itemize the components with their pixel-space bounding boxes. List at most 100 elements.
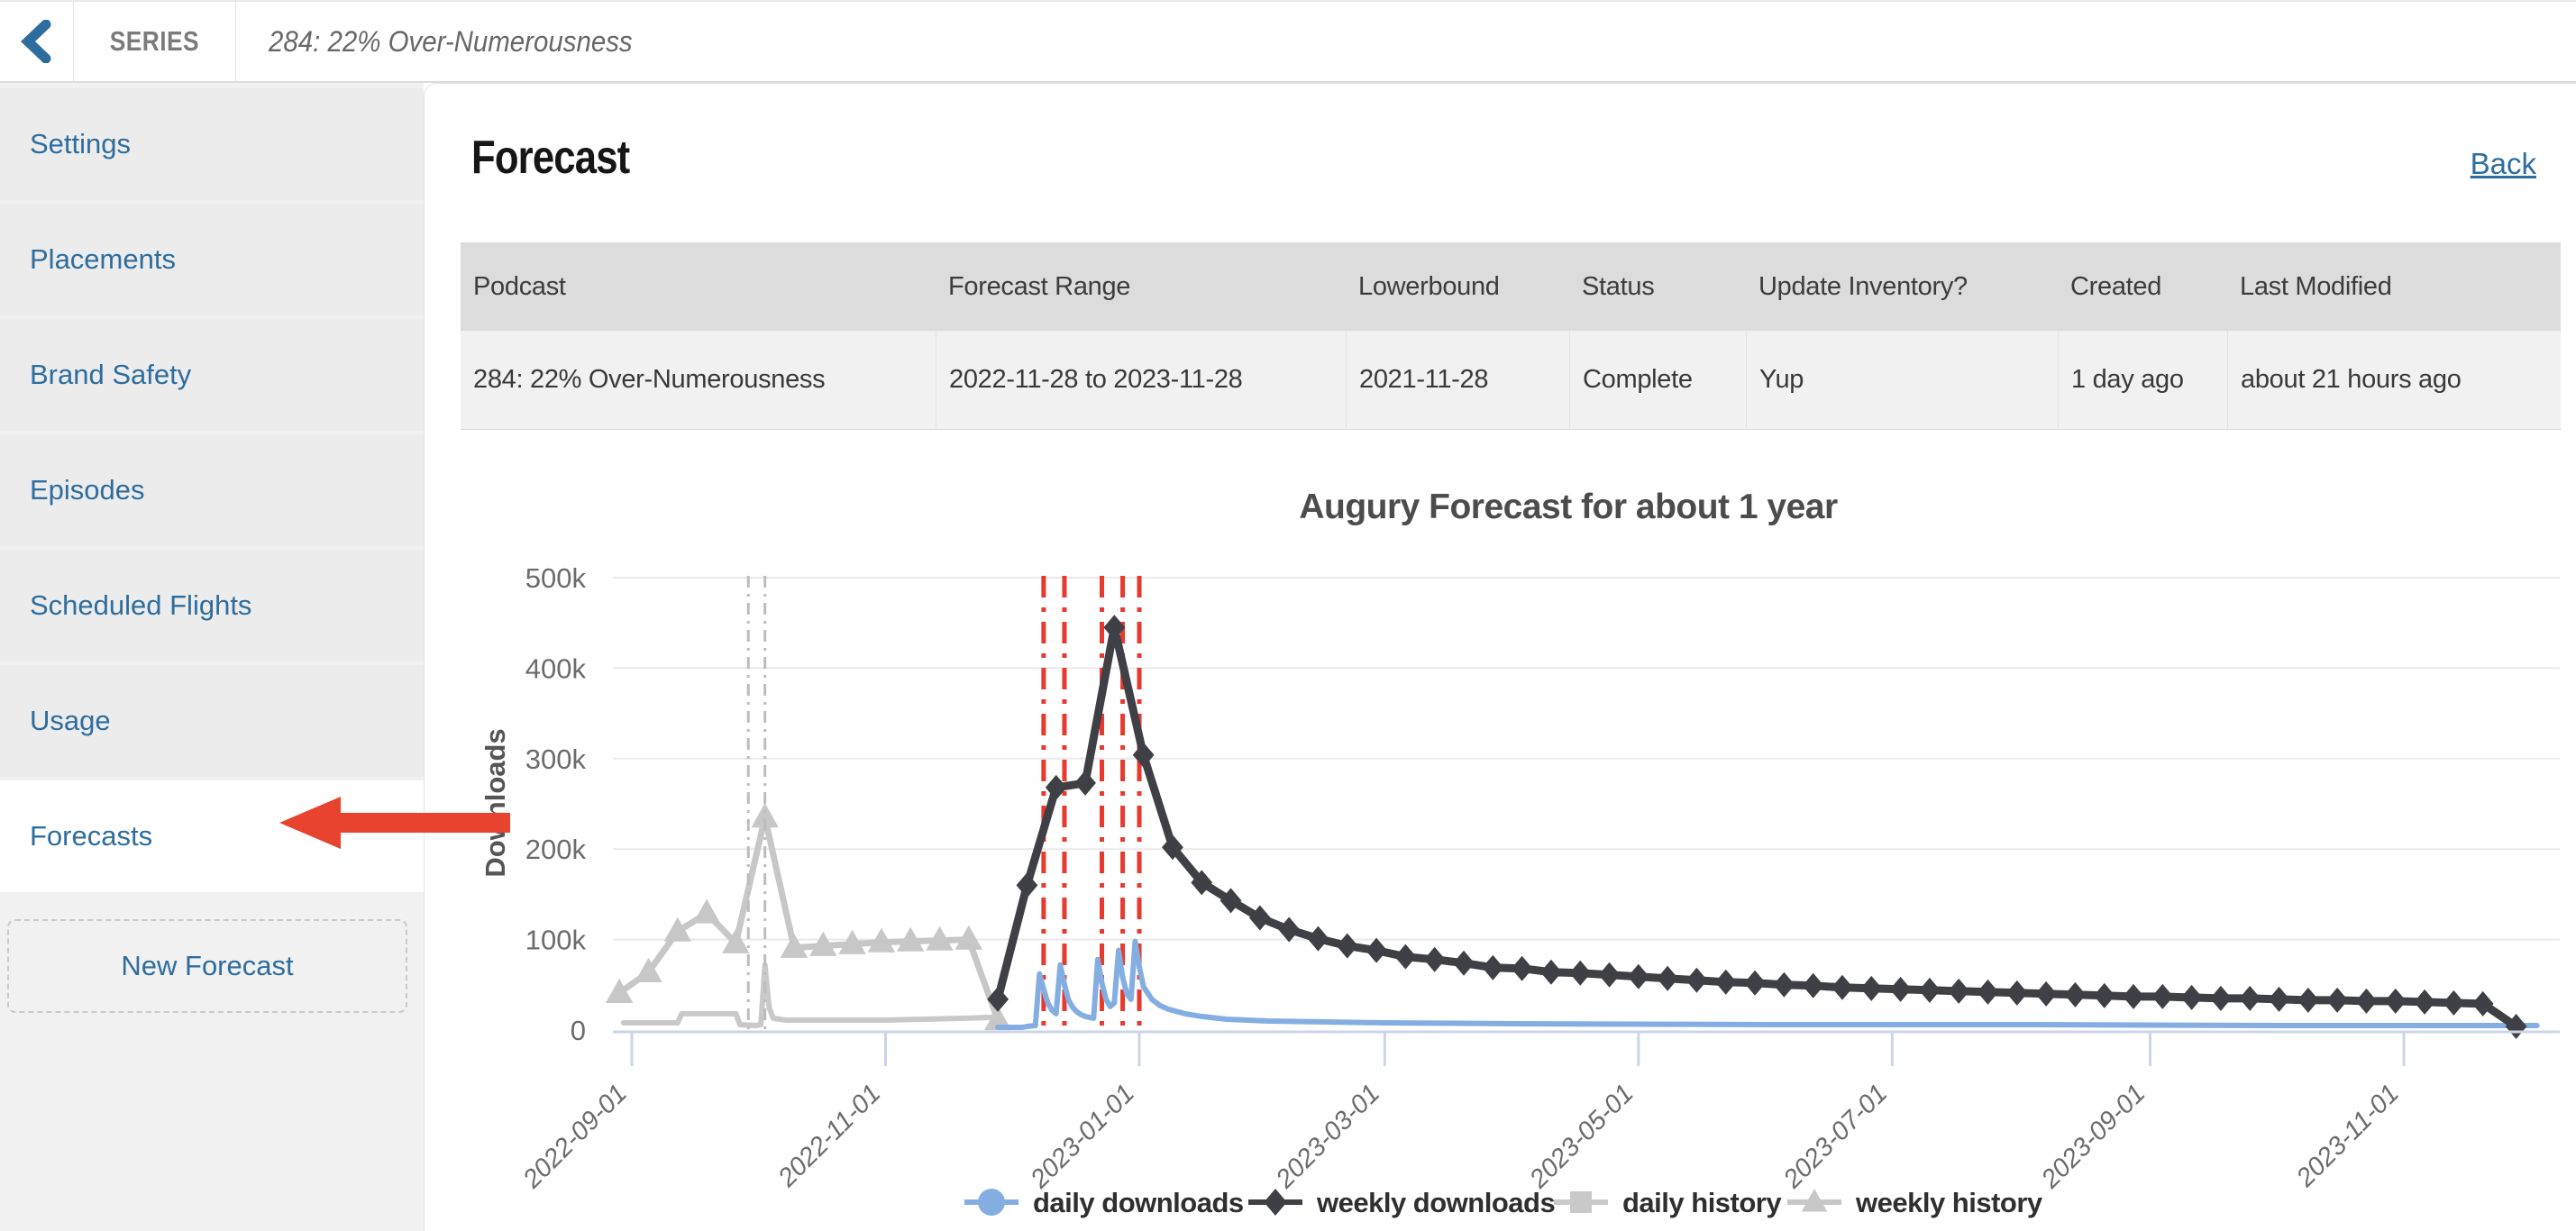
diamond-marker (2035, 980, 2057, 1007)
diamond-marker (1191, 870, 1213, 896)
diamond-marker (1685, 967, 1708, 993)
svg-text:2023-03-01: 2023-03-01 (1270, 1079, 1385, 1194)
triangle-marker (897, 926, 925, 952)
diamond-marker (1219, 888, 1242, 914)
diamond-marker (1045, 774, 1067, 800)
top-bar: SERIES 284: 22% Over-Numerousness (0, 0, 2576, 83)
table-row[interactable]: 284: 22% Over-Numerousness 2022-11-28 to… (461, 331, 2561, 430)
triangle-marker (780, 933, 808, 958)
annotation-arrow (279, 797, 510, 849)
sidebar-item-episodes[interactable]: Episodes (0, 434, 424, 546)
diamond-marker (2414, 989, 2435, 1015)
svg-text:2022-11-01: 2022-11-01 (772, 1079, 887, 1193)
svg-text:400k: 400k (525, 652, 587, 684)
triangle-marker (867, 927, 896, 953)
triangle-marker (663, 916, 691, 942)
sidebar-item-label: Forecasts (30, 820, 153, 852)
sidebar-item-label: Placements (30, 243, 176, 275)
series-daily-downloads (995, 938, 2540, 1030)
diamond-marker (1511, 955, 1533, 981)
triangle-marker (955, 925, 983, 950)
legend-item-weekly-downloads[interactable]: weekly downloads (1248, 1187, 1556, 1218)
svg-text:2023-07-01: 2023-07-01 (1777, 1079, 1893, 1194)
diamond-marker (2355, 988, 2378, 1014)
diamond-marker (1132, 742, 1155, 768)
cell-created: 1 day ago (2058, 331, 2227, 429)
svg-text:0: 0 (571, 1015, 586, 1046)
diamond-marker (1278, 916, 1301, 943)
svg-text:weekly history: weekly history (1855, 1187, 2043, 1218)
triangle-marker (722, 928, 750, 953)
diamond-marker (1802, 972, 1824, 998)
forecast-table: Podcast Forecast Range Lowerbound Status… (461, 242, 2561, 430)
sidebar-item-scheduled-flights[interactable]: Scheduled Flights (0, 550, 424, 661)
diamond-marker (2384, 988, 2407, 1014)
new-forecast-button[interactable]: New Forecast (7, 919, 407, 1013)
y-axis-title: Downloads (480, 728, 511, 877)
table-header-row: Podcast Forecast Range Lowerbound Status… (461, 242, 2561, 331)
cell-podcast: 284: 22% Over-Numerousness (473, 365, 826, 394)
legend-item-daily-downloads[interactable]: daily downloads (964, 1187, 1244, 1218)
cell-lowerbound: 2021-11-28 (1346, 331, 1569, 429)
chart-legend: daily downloads weekly downloads daily his… (964, 1187, 2043, 1218)
diamond-marker (1918, 977, 1941, 1003)
column-header-podcast: Podcast (473, 271, 566, 301)
sidebar-item-forecasts[interactable]: Forecasts (0, 780, 424, 892)
triangle-marker (751, 803, 779, 828)
sidebar-item-placements[interactable]: Placements (0, 204, 424, 315)
cell-status: Complete (1569, 331, 1746, 429)
sidebar-item-label: Settings (30, 128, 132, 160)
diamond-marker (1832, 974, 1853, 1000)
chart-title: Augury Forecast for about 1 year (1299, 488, 1838, 526)
diamond-marker (2093, 982, 2115, 1008)
triangle-marker (838, 929, 866, 954)
diamond-marker (2151, 983, 2174, 1009)
section-label: SERIES (109, 25, 200, 57)
triangle-marker (605, 978, 634, 1004)
svg-text:200k: 200k (525, 834, 587, 865)
diamond-marker (2180, 984, 2203, 1010)
series-title: 284: 22% Over-Numerousness (269, 24, 633, 58)
diamond-marker (2326, 987, 2349, 1013)
diamond-marker (1714, 969, 1737, 995)
diamond-marker (1162, 834, 1183, 861)
sidebar-item-label: Episodes (30, 474, 145, 506)
sidebar-item-label: Scheduled Flights (30, 589, 252, 621)
svg-text:daily downloads: daily downloads (1033, 1187, 1244, 1218)
diamond-marker (2268, 986, 2290, 1012)
gridlines (613, 577, 2560, 941)
back-button[interactable] (0, 2, 74, 81)
series-weekly-history (605, 803, 1012, 1031)
diamond-marker (1103, 615, 1126, 641)
sidebar-item-brand-safety[interactable]: Brand Safety (0, 319, 424, 431)
diamond-marker (1889, 976, 1912, 1002)
column-header-forecast-range: Forecast Range (948, 271, 1131, 301)
diamond-marker (1482, 954, 1504, 980)
svg-text:300k: 300k (525, 743, 587, 775)
column-header-update-inventory: Update Inventory? (1758, 271, 1968, 301)
sidebar-item-usage[interactable]: Usage (0, 665, 424, 777)
triangle-marker (1801, 1189, 1828, 1212)
sidebar-item-settings[interactable]: Settings (0, 88, 424, 200)
diamond-marker (1016, 872, 1038, 898)
sidebar-item-label: Usage (30, 705, 111, 736)
y-axis: 0 100k 200k 300k 400k 500k Downloads (480, 562, 586, 1046)
diamond-marker (2471, 990, 2494, 1017)
chevron-left-icon (20, 20, 50, 63)
diamond-marker (1366, 937, 1387, 963)
diamond-marker (1423, 946, 1446, 972)
diamond-marker (2297, 987, 2319, 1013)
main-content: Forecast Back Podcast Forecast Range Low… (424, 83, 2576, 1231)
cell-forecast-range: 2022-11-28 to 2023-11-28 (936, 331, 1346, 429)
triangle-marker (926, 926, 954, 951)
back-link[interactable]: Back (2470, 147, 2536, 180)
svg-text:100k: 100k (525, 925, 587, 956)
svg-text:500k: 500k (525, 562, 587, 594)
diamond-marker (1657, 965, 1679, 991)
legend-item-weekly-history[interactable]: weekly history (1787, 1187, 2043, 1218)
diamond-marker (1540, 959, 1562, 985)
legend-item-daily-history[interactable]: daily history (1554, 1187, 1783, 1218)
triangle-marker (983, 1005, 1012, 1031)
diamond-marker (1264, 1189, 1287, 1216)
section-label-container: SERIES (74, 2, 236, 81)
